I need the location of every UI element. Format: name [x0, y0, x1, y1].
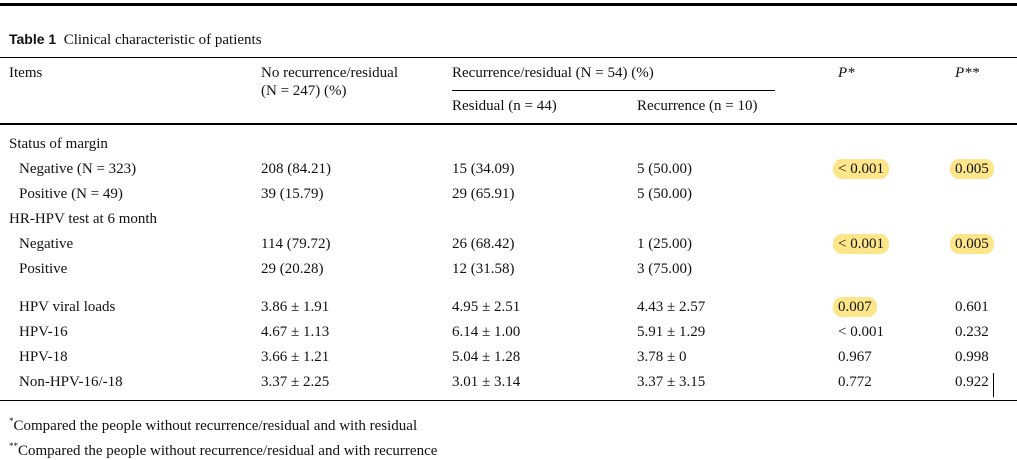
cell-recurrence: 4.43 ± 2.57	[637, 299, 706, 315]
cell-residual: 3.01 ± 3.14	[452, 374, 521, 390]
text-cursor	[993, 373, 994, 397]
header-no-recurrence: No recurrence/residual	[261, 65, 399, 81]
footnote-2: **Compared the people without recurrence…	[9, 441, 438, 459]
header-p2: P**	[955, 65, 980, 81]
row-label: Positive (N = 49)	[19, 186, 123, 202]
row-label: HPV-18	[19, 349, 68, 365]
cell-p1: 0.772	[838, 374, 872, 390]
cell-recurrence: 5 (50.00)	[637, 161, 692, 177]
row-label: Negative	[19, 236, 74, 252]
cell-recurrence: 1 (25.00)	[637, 236, 692, 252]
header-bottom-rule	[0, 123, 1017, 125]
header-items: Items	[9, 65, 43, 81]
row-label: Non-HPV-16/-18	[19, 374, 123, 390]
cell-no-recurrence: 3.66 ± 1.21	[261, 349, 330, 365]
cell-residual: 12 (31.58)	[452, 261, 515, 277]
cell-no-recurrence: 3.86 ± 1.91	[261, 299, 330, 315]
group-rule	[452, 90, 775, 91]
header-recurrence: Recurrence (n = 10)	[637, 98, 758, 114]
cell-no-recurrence: 39 (15.79)	[261, 186, 324, 202]
top-rule	[0, 3, 1017, 6]
cell-recurrence: 5 (50.00)	[637, 186, 692, 202]
cell-recurrence: 3 (75.00)	[637, 261, 692, 277]
cell-p2: 0.232	[955, 324, 989, 340]
cell-residual: 29 (65.91)	[452, 186, 515, 202]
cell-p2: 0.998	[955, 349, 989, 365]
cell-residual: 6.14 ± 1.00	[452, 324, 521, 340]
row-label: Negative (N = 323)	[19, 161, 137, 177]
cell-p1: < 0.001	[833, 234, 889, 254]
cell-p1: < 0.001	[833, 159, 889, 179]
cell-p2: 0.601	[955, 299, 989, 315]
cell-no-recurrence: 3.37 ± 2.25	[261, 374, 330, 390]
cell-residual: 26 (68.42)	[452, 236, 515, 252]
cell-no-recurrence: 29 (20.28)	[261, 261, 324, 277]
table-caption: Table 1 Clinical characteristic of patie…	[9, 30, 262, 49]
cell-p2: 0.922	[955, 374, 989, 390]
section-label: HR-HPV test at 6 month	[9, 211, 158, 227]
cell-p1: 0.967	[838, 349, 872, 365]
header-no-recurrence-n: (N = 247) (%)	[261, 83, 347, 99]
cell-residual: 15 (34.09)	[452, 161, 515, 177]
cell-residual: 4.95 ± 2.51	[452, 299, 521, 315]
header-recurrence-group: Recurrence/residual (N = 54) (%)	[452, 65, 654, 81]
cell-p1: 0.007	[833, 297, 877, 317]
cell-recurrence: 3.78 ± 0	[637, 349, 687, 365]
footnote-1: *Compared the people without recurrence/…	[9, 416, 418, 434]
row-label: HPV viral loads	[19, 299, 116, 315]
cell-no-recurrence: 4.67 ± 1.13	[261, 324, 330, 340]
cell-recurrence: 3.37 ± 3.15	[637, 374, 706, 390]
cell-no-recurrence: 114 (79.72)	[261, 236, 331, 252]
caption-text: Clinical characteristic of patients	[63, 32, 262, 48]
header-p1: P*	[838, 65, 855, 81]
cell-residual: 5.04 ± 1.28	[452, 349, 521, 365]
header-top-rule	[0, 57, 1017, 58]
cell-p1: < 0.001	[838, 324, 884, 340]
header-residual: Residual (n = 44)	[452, 98, 557, 114]
row-label: HPV-16	[19, 324, 68, 340]
cell-p2: 0.005	[950, 159, 994, 179]
cell-recurrence: 5.91 ± 1.29	[637, 324, 706, 340]
table-label: Table 1	[9, 31, 57, 47]
row-label: Positive	[19, 261, 68, 277]
section-label: Status of margin	[9, 136, 108, 152]
table-bottom-rule	[0, 400, 1017, 401]
cell-no-recurrence: 208 (84.21)	[261, 161, 331, 177]
cell-p2: 0.005	[950, 234, 994, 254]
